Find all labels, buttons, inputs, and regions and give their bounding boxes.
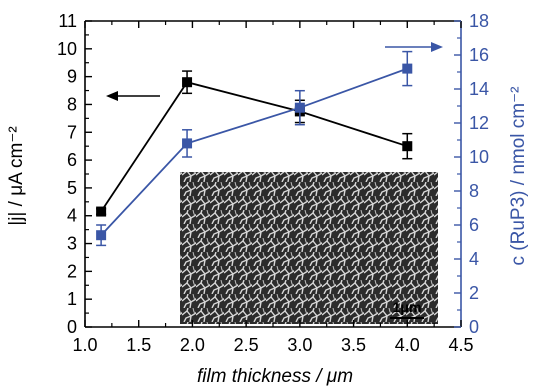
right-y-tick-label: 10 [469,147,489,167]
left-y-tick-label: 5 [67,178,77,198]
series-line [100,81,408,213]
left-axis-title: |j| / μA cm⁻² [6,126,27,225]
x-tick-label: 3.0 [287,335,312,355]
x-tick-label: 1.5 [126,335,151,355]
data-point [294,102,305,113]
right-y-tick-label: 8 [469,181,479,201]
right-axis-arrow [385,42,443,52]
series-line [100,67,408,236]
x-tick-label: 1.0 [72,335,97,355]
data-point [402,63,413,74]
right-axis-title: c (RuP3) / nmol cm⁻² [508,87,529,266]
right-y-tick-label: 14 [469,79,489,99]
x-axis-title: film thickness / μm [197,366,353,387]
left-y-tick-label: 3 [67,234,77,254]
left-y-tick-label: 4 [67,206,77,226]
left-y-tick-label: 6 [67,150,77,170]
left-y-tick-label: 2 [67,261,77,281]
right-y-tick-label: 4 [469,249,479,269]
data-point [96,230,107,241]
sem-image [180,172,438,324]
x-tick-label: 4.0 [395,335,420,355]
data-point [96,206,107,217]
right-y-tick-label: 2 [469,283,479,303]
left-y-tick-label: 11 [58,11,77,31]
x-ticks: 1.0 1.5 2.0 2.5 3.0 3.5 4.0 4.5 [72,21,474,355]
sem-inset: 1μm [180,172,438,324]
data-point [182,138,193,149]
x-tick-label: 2.5 [234,335,259,355]
right-y-ticks: 0 2 4 6 8 10 12 14 16 18 [454,11,489,337]
series-layer [96,50,413,247]
left-y-tick-label: 7 [67,122,77,142]
series-right [96,50,413,247]
right-y-tick-label: 0 [469,317,479,337]
scale-bar-label: 1μm [393,299,422,315]
right-y-tick-label: 16 [469,45,489,65]
left-axis-arrow [106,91,160,101]
left-y-tick-label: 9 [67,67,77,87]
left-y-tick-label: 8 [67,94,77,114]
data-point [182,77,193,88]
x-tick-label: 4.5 [448,335,473,355]
left-y-tick-label: 10 [57,39,77,59]
left-y-tick-label: 0 [67,317,77,337]
left-y-tick-label: 1 [67,289,77,309]
right-y-tick-label: 6 [469,215,479,235]
x-tick-label: 2.0 [180,335,205,355]
x-tick-label: 3.5 [341,335,366,355]
left-y-ticks: 0 1 2 3 4 5 6 7 8 9 10 11 [57,11,92,337]
data-point [402,141,413,152]
right-y-tick-label: 18 [469,11,489,31]
right-y-tick-label: 12 [469,113,489,133]
